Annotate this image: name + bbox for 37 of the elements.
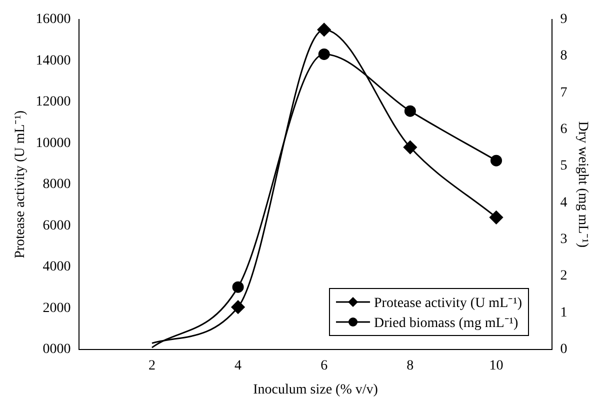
- point: [318, 48, 330, 60]
- y-tick-label: 6000: [42, 218, 71, 234]
- y2-tick-label: 5: [560, 158, 568, 174]
- legend-label: Protease activity (U mL⁻¹): [374, 295, 522, 312]
- y2-tick-label: 7: [560, 85, 568, 100]
- y2-tick-label: 1: [560, 305, 568, 320]
- point: [317, 22, 331, 36]
- legend-label: Dried biomass (mg mL⁻¹): [374, 315, 518, 332]
- y2-tick-label: 2: [560, 268, 568, 284]
- y2-tick-label: 8: [560, 48, 568, 64]
- x-tick-label: 4: [234, 358, 242, 374]
- point: [404, 105, 416, 117]
- x-tick-label: 8: [406, 358, 414, 374]
- y-tick-label: 0000: [42, 342, 71, 358]
- y2-axis-title: Dry weight (mg mL⁻¹): [574, 121, 590, 248]
- y2-tick-label: 4: [560, 195, 568, 210]
- y-tick-label: 16000: [36, 12, 71, 28]
- point: [232, 281, 244, 293]
- y-tick-label: 14000: [36, 53, 71, 68]
- y-tick-label: 4000: [42, 260, 71, 275]
- x-tick-label: 6: [320, 358, 328, 374]
- y2-tick-label: 6: [560, 122, 568, 138]
- point: [403, 140, 417, 154]
- y-axis-title: Protease activity (U mL⁻¹): [13, 110, 28, 258]
- y-tick-label: 2000: [42, 300, 71, 316]
- point: [490, 154, 502, 166]
- y-tick-label: 10000: [36, 136, 71, 151]
- y-tick-label: 12000: [36, 94, 71, 110]
- y-tick-label: 8000: [42, 177, 71, 192]
- point: [231, 300, 245, 314]
- y2-tick-label: 3: [560, 232, 568, 248]
- x-axis-title: Inoculum size (% v/v): [253, 382, 378, 398]
- x-tick-label: 2: [148, 358, 156, 374]
- x-tick-label: 10: [489, 358, 504, 374]
- point: [490, 210, 504, 224]
- y2-tick-label: 0: [560, 342, 568, 358]
- y2-tick-label: 9: [560, 12, 568, 28]
